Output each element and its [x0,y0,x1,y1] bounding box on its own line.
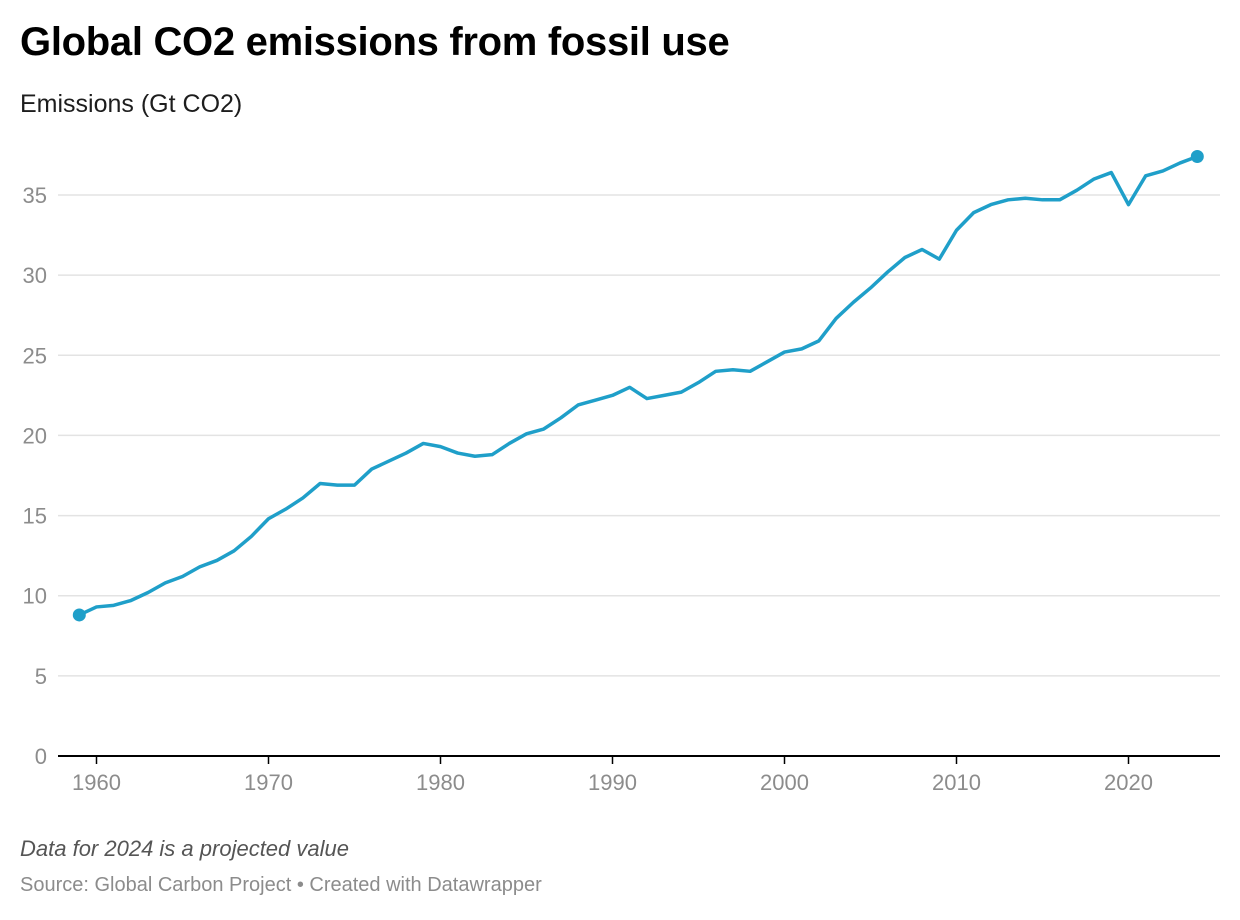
separator-dot: • [296,874,304,896]
x-tick-label-1990: 1990 [588,770,637,795]
series-layer [72,150,1204,622]
y-tick-label-0: 0 [35,744,47,769]
source-line: Source: Global Carbon Project • Created … [20,874,542,897]
source-text: Source: Global Carbon Project [20,874,292,896]
x-tick-label-1970: 1970 [244,770,293,795]
x-tick-label-2020: 2020 [1104,770,1153,795]
x-tick-label-1960: 1960 [72,770,121,795]
footnote: Data for 2024 is a projected value [20,836,349,861]
x-tick-label-2010: 2010 [932,770,981,795]
y-tick-label-30: 30 [23,263,47,288]
gridlines [58,194,1220,677]
y-tick-label-10: 10 [23,584,47,609]
y-tick-label-35: 35 [23,183,47,208]
y-tick-label-25: 25 [23,343,47,368]
y-axis-ticks: 0 5 10 15 20 25 30 35 [23,183,47,769]
x-tick-label-1980: 1980 [416,770,465,795]
chart-title: Global CO2 emissions from fossil use [20,20,730,64]
chart-subtitle-y-axis-label: Emissions (Gt CO2) [20,90,243,118]
x-axis-ticks: 1960 1970 1980 1990 2000 2010 2020 [72,756,1153,795]
y-tick-label-20: 20 [23,423,47,448]
x-tick-label-2000: 2000 [760,770,809,795]
credit-text: Created with Datawrapper [309,874,542,896]
y-tick-label-5: 5 [35,664,47,689]
y-tick-label-15: 15 [23,504,47,529]
series-line-0 [77,154,1200,617]
start-point-marker [72,608,86,622]
end-point-marker [1190,150,1204,164]
